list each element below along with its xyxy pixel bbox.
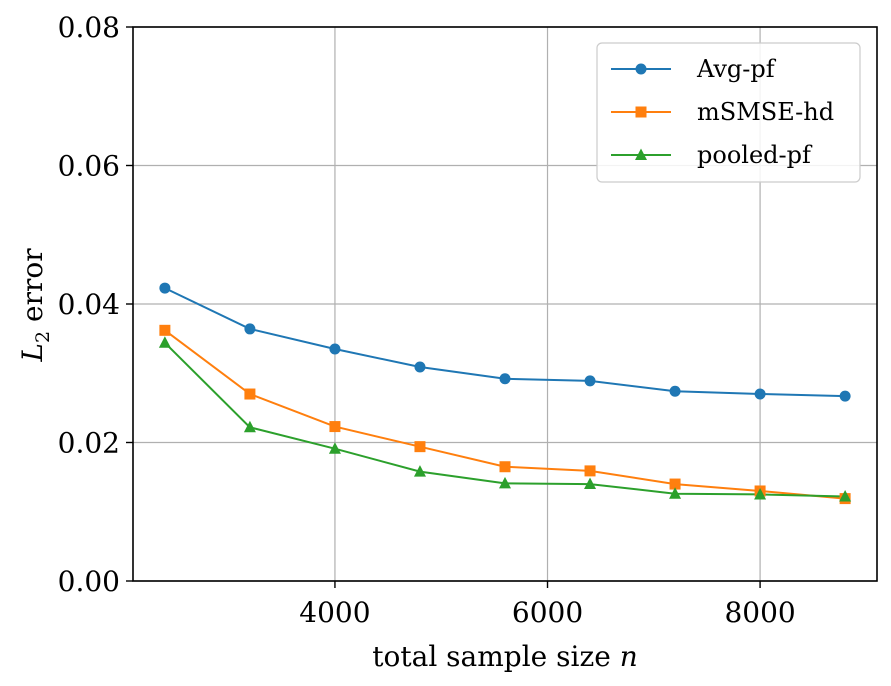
legend-label-avg-pf: Avg-pf [696, 55, 777, 83]
data-point-pooled-pf [584, 477, 597, 490]
data-point-avg-pf [414, 361, 426, 373]
x-axis-label: total sample size n [372, 640, 637, 673]
data-point-avg-pf [159, 282, 171, 294]
data-point-msmse-hd [499, 461, 511, 473]
data-point-avg-pf [499, 373, 511, 385]
x-tick-label: 6000 [512, 596, 583, 629]
series-markers [158, 282, 852, 505]
data-point-avg-pf [839, 390, 851, 402]
legend-marker-msmse-hd [635, 106, 647, 118]
legend-marker-pooled-pf [635, 148, 647, 160]
y-tick-label: 0.00 [58, 565, 120, 598]
data-point-msmse-hd [329, 421, 341, 433]
data-point-pooled-pf [754, 487, 767, 500]
axis-ticks: 4000 6000 8000 0.00 0.02 0.04 0.06 0.08 [58, 11, 796, 629]
data-point-avg-pf [244, 323, 256, 335]
data-point-avg-pf [669, 385, 681, 397]
data-point-pooled-pf [413, 465, 426, 477]
y-tick-label: 0.04 [58, 288, 120, 321]
data-point-msmse-hd [584, 465, 596, 477]
data-point-pooled-pf [669, 487, 682, 499]
y-tick-label: 0.06 [58, 150, 120, 183]
y-axis-label: L2 error [16, 248, 54, 363]
legend-label-msmse-hd: mSMSE-hd [697, 98, 834, 126]
data-point-pooled-pf [158, 336, 171, 348]
y-tick-label: 0.02 [58, 427, 120, 460]
x-tick-label: 4000 [299, 596, 370, 629]
legend: Avg-pf mSMSE-hd pooled-pf [596, 42, 861, 183]
y-tick-label: 0.08 [58, 11, 120, 44]
data-point-pooled-pf [839, 490, 852, 502]
data-point-pooled-pf [499, 476, 511, 489]
legend-box [596, 42, 861, 183]
data-point-avg-pf [329, 343, 341, 355]
data-point-msmse-hd [414, 441, 426, 453]
data-point-avg-pf [584, 375, 596, 387]
legend-label-pooled-pf: pooled-pf [697, 141, 813, 169]
data-point-pooled-pf [328, 442, 341, 454]
x-tick-label: 8000 [724, 596, 795, 629]
legend-marker-avg-pf [635, 63, 647, 75]
data-point-msmse-hd [159, 324, 171, 336]
data-point-avg-pf [754, 388, 766, 400]
data-point-msmse-hd [669, 478, 681, 490]
data-point-pooled-pf [243, 420, 256, 433]
data-point-msmse-hd [244, 388, 256, 400]
